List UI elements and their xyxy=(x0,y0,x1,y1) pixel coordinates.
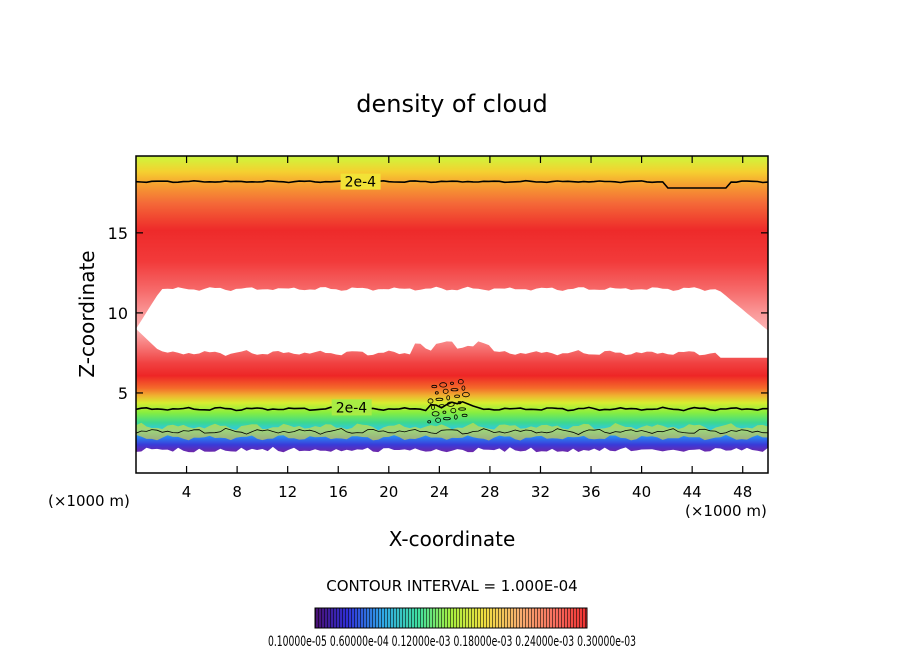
contour-cell xyxy=(431,384,438,389)
plot-frame xyxy=(135,155,769,474)
contour-label-bg xyxy=(331,399,372,416)
contour-cell xyxy=(442,388,449,394)
contour-interval-text: CONTOUR INTERVAL = 1.000E-04 xyxy=(326,577,577,595)
convective-noise xyxy=(136,422,768,441)
x-axis-label: X-coordinate xyxy=(389,527,516,551)
contour-cell xyxy=(442,410,447,414)
contour-cell xyxy=(427,420,432,424)
contour-cell xyxy=(461,413,468,417)
y-tick-label: 15 xyxy=(108,224,128,243)
x-unit-right: (×1000 m) xyxy=(685,502,767,520)
contour-cell xyxy=(454,394,461,398)
contour-cell xyxy=(446,395,451,401)
contour-cell xyxy=(457,379,464,385)
contour-cell xyxy=(453,414,458,420)
x-tick-label: 12 xyxy=(278,483,297,501)
contour-cell xyxy=(435,397,444,401)
upper-cloud-band xyxy=(136,156,768,331)
x-tick-label: 8 xyxy=(232,483,242,501)
x-tick-label: 36 xyxy=(581,483,600,501)
x-tick-label: 28 xyxy=(480,483,499,501)
y-tick-label: 5 xyxy=(118,384,128,403)
chart-title: density of cloud xyxy=(356,90,547,118)
contour-cell xyxy=(439,382,448,388)
contour-cell xyxy=(450,381,454,385)
contour-line-upper xyxy=(136,179,768,189)
x-tick-label: 24 xyxy=(430,483,449,501)
x-tick-label: 40 xyxy=(632,483,651,501)
x-axis-ticks: 4 8 12 16 20 24 28 32 36 40 44 48 xyxy=(182,156,752,501)
contour-cell xyxy=(446,401,455,407)
x-tick-label: 44 xyxy=(683,483,702,501)
contour-labels: 2e-4 2e-4 xyxy=(331,173,381,416)
contour-cell xyxy=(431,411,440,417)
contour-cell xyxy=(434,391,439,395)
central-contour-cells xyxy=(427,379,470,424)
x-tick-label: 20 xyxy=(379,483,398,501)
contour-label: 2e-4 xyxy=(345,175,377,191)
contour-cell xyxy=(431,404,435,410)
contour-cell xyxy=(461,385,466,391)
contour-cell xyxy=(438,404,445,408)
y-axis-label: Z-coordinate xyxy=(75,250,99,377)
x-tick-label: 16 xyxy=(329,483,348,501)
contour-cell xyxy=(458,407,467,411)
contour-cell xyxy=(427,398,434,404)
x-tick-label: 4 xyxy=(182,483,192,501)
y-axis-ticks: 5 10 15 xyxy=(108,224,768,403)
colorbar-lines xyxy=(315,608,587,628)
contour-cell xyxy=(461,391,470,398)
contour-cell xyxy=(457,400,462,405)
x-tick-label: 48 xyxy=(733,483,752,501)
contour-cell xyxy=(450,407,457,414)
x-tick-label: 32 xyxy=(531,483,550,501)
contour-cell xyxy=(442,416,451,421)
contour-line-lower-thin xyxy=(136,427,768,435)
contour-label: 2e-4 xyxy=(336,400,368,416)
contour-cell xyxy=(450,388,459,392)
colorbar-labels: 0.10000e-05 0.60000e-04 0.12000e-03 0.18… xyxy=(268,634,636,650)
contour-cell xyxy=(435,417,442,423)
y-tick-label: 10 xyxy=(108,304,128,323)
plot-field xyxy=(136,156,768,453)
x-unit-left: (×1000 m) xyxy=(48,492,130,510)
contour-label-bg xyxy=(340,173,381,190)
